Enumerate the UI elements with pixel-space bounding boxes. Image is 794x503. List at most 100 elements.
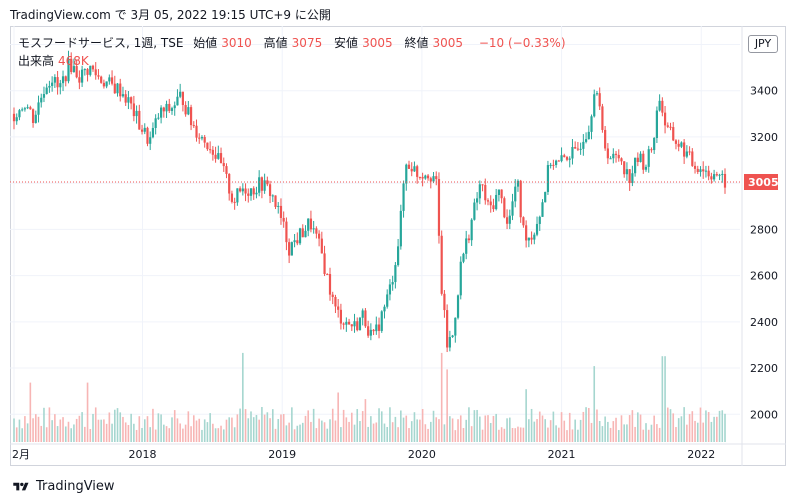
candle-body [315,228,318,234]
candle-body [266,180,269,185]
candle-body [525,225,528,241]
volume-bar [40,425,43,442]
candle-body [173,105,176,109]
volume-bar [694,420,696,442]
close-value: 3005 [432,36,463,50]
candle-body [331,294,334,297]
candle-body [59,83,62,88]
volume-bar [498,429,500,442]
volume-bar [261,407,263,442]
volume-bar [628,415,631,442]
candle-body [282,217,285,222]
volume-bar [100,419,102,442]
volume-bar [530,408,533,442]
candle-body [628,169,631,183]
candle-body [83,69,86,71]
candle-body [61,76,65,84]
tradingview-logo[interactable]: TradingView [12,479,115,494]
volume-bar [285,425,288,442]
volume-bar [669,409,672,442]
candle-body [549,164,552,166]
volume-bar [130,413,132,442]
candle-body [440,235,443,294]
candle-body [454,317,457,336]
candle-body [263,180,266,191]
candle-body [361,310,364,318]
candle-body [702,169,705,172]
volume-bar [596,409,598,442]
volume-bar [37,416,40,442]
currency-button[interactable]: JPY [748,35,778,53]
candle-body [307,218,310,231]
candle-body [26,107,29,109]
candle-body [576,148,579,150]
volume-bar [337,392,339,442]
volume-bar [203,419,206,442]
candle-body [236,188,239,203]
volume-bar [397,427,399,442]
candle-body [544,191,547,203]
volume-bar [459,415,462,442]
symbol-title[interactable]: モスフードサービス, 1週, TSE [18,36,184,50]
candle-body [206,142,209,150]
candle-body [165,103,168,112]
candle-body [541,202,544,217]
volume-bar [699,407,702,442]
volume-bar [258,419,260,442]
candle-body [255,192,258,195]
volume-bar [609,427,612,442]
candle-body [298,228,302,244]
candle-body [696,168,699,172]
volume-bar [152,408,154,442]
volume-bar [421,409,424,442]
volume-bar [528,419,530,442]
candle-body [15,117,18,122]
candle-body [497,189,500,195]
candle-body [467,238,471,241]
volume-bar [634,426,636,442]
volume-bar [631,410,634,442]
candle-body [369,329,372,336]
x-tick-label: 2月 [12,448,30,461]
candle-body [527,237,530,241]
volume-bar [585,407,587,442]
price-chart[interactable]: 2000220024002600280030003200340036002月20… [10,26,786,466]
candle-body [375,324,378,332]
volume-bar [607,421,609,442]
volume-bar [255,415,258,442]
candle-body [326,274,329,276]
volume-bar [242,352,244,442]
volume-bar [438,419,440,442]
volume-bar [81,412,83,442]
candle-body [146,127,149,144]
candle-body [421,176,424,179]
volume-bar [538,411,541,442]
volume-bar [443,424,446,442]
y-tick-label: 3400 [750,85,778,98]
candle-body [456,295,460,318]
volume-bar [413,412,416,442]
volume-bar [15,427,18,442]
candle-body [18,110,21,118]
candle-body [669,126,672,128]
volume-bar [350,412,353,442]
high-value: 3075 [291,36,323,50]
candle-body [160,107,163,118]
volume-bar [315,428,318,442]
candle-body [465,238,468,254]
volume-bar [146,416,149,442]
volume-bar [138,416,141,442]
candle-body [239,188,242,192]
volume-bar [383,423,386,442]
candle-body [309,218,313,230]
volume-bar [370,416,372,442]
volume-bar [492,415,495,442]
candle-body [353,321,356,327]
candle-body [233,201,236,203]
volume-bar [476,409,478,442]
candle-body [81,69,84,83]
candle-body [64,76,67,82]
candle-body [320,238,323,254]
candle-body [29,107,32,110]
volume-bar [481,429,484,442]
